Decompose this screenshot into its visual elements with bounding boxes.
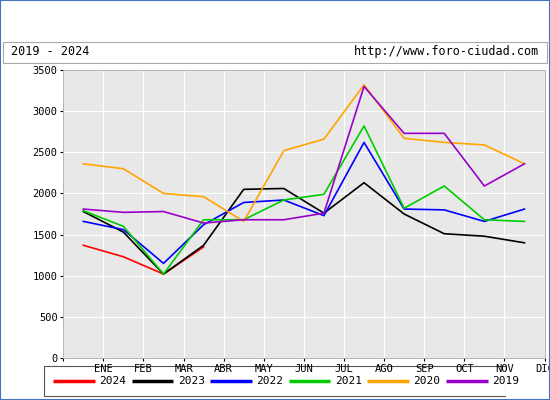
Text: Evolucion Nº Turistas Nacionales en el municipio de Carballeda de Valdeorras: Evolucion Nº Turistas Nacionales en el m…: [32, 14, 518, 28]
Text: 2024: 2024: [100, 376, 126, 386]
Text: 2022: 2022: [256, 376, 283, 386]
Text: 2021: 2021: [335, 376, 362, 386]
Text: 2020: 2020: [414, 376, 441, 386]
Text: 2019 - 2024: 2019 - 2024: [11, 46, 89, 58]
Text: http://www.foro-ciudad.com: http://www.foro-ciudad.com: [354, 46, 539, 58]
Text: 2023: 2023: [178, 376, 205, 386]
Text: 2019: 2019: [492, 376, 519, 386]
